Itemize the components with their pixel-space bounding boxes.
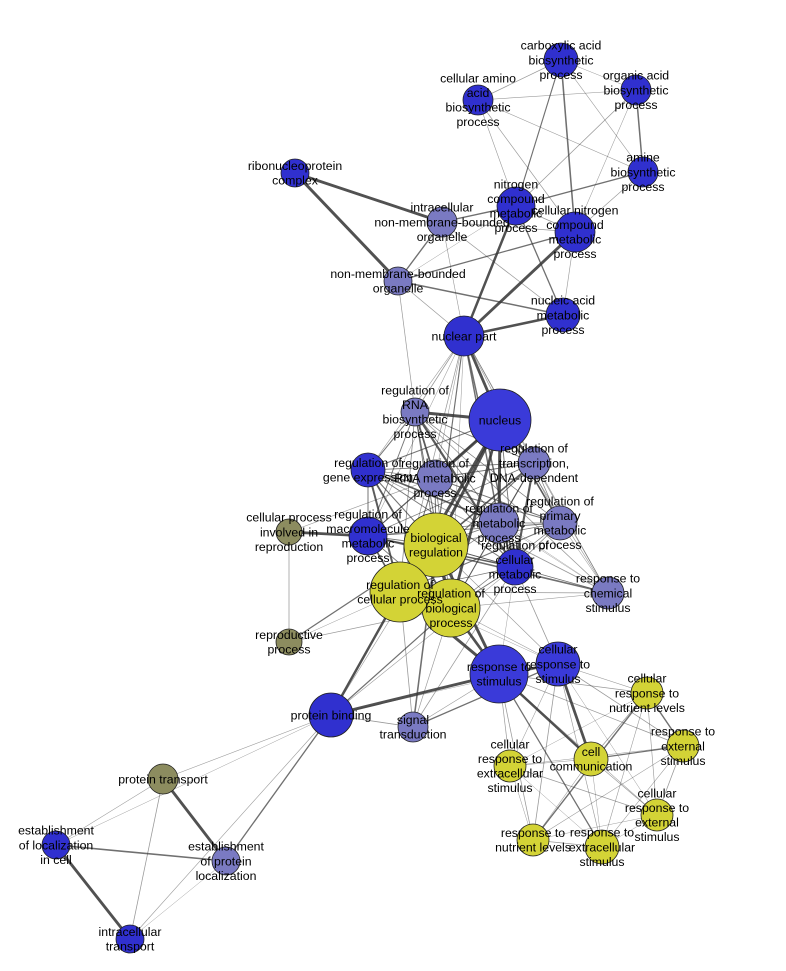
svg-text:nuclear part: nuclear part xyxy=(432,329,498,343)
svg-text:protein binding: protein binding xyxy=(291,708,372,722)
svg-text:nucleus: nucleus xyxy=(479,413,521,427)
svg-text:protein transport: protein transport xyxy=(118,772,208,786)
